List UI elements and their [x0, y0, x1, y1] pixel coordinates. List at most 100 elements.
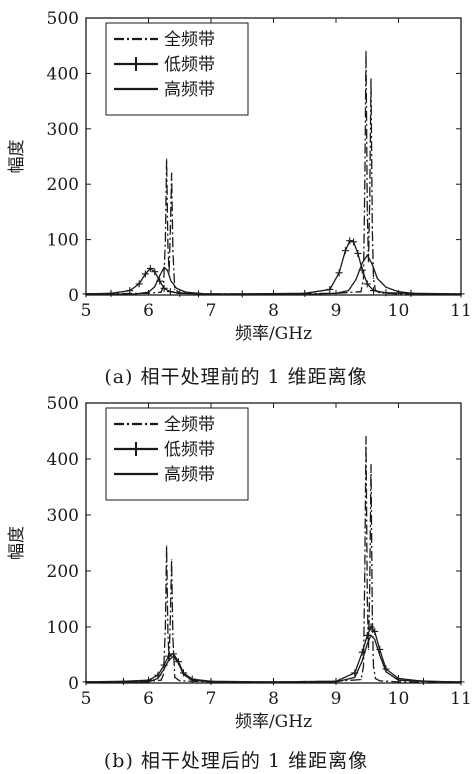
series-point [367, 261, 370, 263]
series-point [372, 665, 375, 667]
series-point [326, 285, 334, 293]
series-point [364, 570, 366, 572]
legend-box [105, 407, 249, 501]
y-tick-label: 0 [68, 286, 79, 306]
series-point [379, 654, 381, 656]
series-point [385, 286, 387, 288]
series-point [210, 681, 212, 683]
y-tick-label: 300 [47, 506, 79, 526]
series-point [165, 652, 172, 660]
series-point [370, 78, 372, 80]
series-point [172, 637, 174, 639]
series-point [370, 634, 372, 637]
series-point [85, 293, 87, 296]
series-point [166, 545, 168, 547]
series-point [166, 288, 174, 296]
series-point [157, 677, 159, 680]
series-point [179, 680, 181, 682]
y-tick-label: 100 [47, 231, 79, 251]
y-tick-label: 500 [47, 394, 79, 414]
x-tick-label: 6 [143, 301, 154, 321]
series-point [350, 238, 357, 246]
caption-a: (a) 相干处理前的 1 维距离像 [104, 366, 368, 388]
series-point [379, 680, 381, 682]
series-point [182, 674, 185, 676]
series-point [354, 676, 356, 679]
x-tick-label: 8 [268, 689, 279, 709]
series-point [379, 292, 381, 294]
series-point [172, 655, 175, 657]
series-point [370, 464, 372, 466]
series-point [364, 183, 366, 185]
series-point [366, 643, 368, 645]
x-tick-label: 11 [450, 689, 472, 709]
series-point [460, 293, 462, 296]
series-point [135, 280, 143, 288]
y-tick-label: 200 [47, 562, 79, 582]
series-point [362, 277, 365, 279]
series-point [204, 293, 206, 295]
series-point [160, 679, 162, 681]
series-point [397, 679, 400, 681]
caption-b: (b) 相干处理后的 1 维距离像 [103, 750, 369, 772]
series-point [416, 293, 418, 295]
series-point [371, 227, 373, 230]
chart-panel-a: 5 6 7 8 9 10 11 0 100 200 300 400 500 频率/GHz 幅度 全频带低频带高… [7, 9, 472, 344]
y-tick-label: 0 [68, 674, 79, 694]
series-point [177, 662, 180, 665]
series-point [374, 638, 376, 640]
series-point [366, 254, 368, 256]
series-point [371, 263, 373, 266]
series-point [159, 275, 161, 277]
series-point [366, 598, 368, 600]
y-tick-label: 200 [47, 175, 79, 195]
series-point [167, 244, 169, 246]
x-tick-label: 5 [81, 301, 92, 321]
legend-label: 低频带 [164, 440, 215, 460]
series-point [147, 291, 150, 293]
series-point [365, 436, 367, 438]
series-point [163, 668, 165, 670]
series-point [167, 632, 169, 634]
series-point [160, 284, 168, 292]
series-point [185, 291, 187, 293]
x-tick-label: 6 [143, 689, 154, 709]
series-point [191, 679, 193, 681]
y-tick-label: 300 [47, 120, 79, 140]
legend-box [105, 22, 249, 116]
series-line [85, 239, 462, 295]
series-point [126, 287, 134, 295]
y-tick-label: 400 [47, 64, 79, 84]
series-point [335, 681, 337, 683]
series-point [360, 679, 362, 681]
series-point [172, 250, 174, 252]
series-point [167, 660, 170, 662]
series-point [146, 264, 154, 272]
x-tick-label: 9 [331, 301, 342, 321]
series-point [363, 631, 371, 639]
chart-panel-b: 5 6 7 8 9 10 11 0 100 200 300 400 500 频率/GHz 幅度 全频带低频带高… [7, 394, 472, 732]
series-point [170, 280, 172, 282]
series-line [85, 625, 462, 683]
series-point [372, 277, 375, 279]
series-point [335, 269, 343, 277]
series-point [354, 249, 362, 257]
series-point [385, 671, 387, 673]
series-point [135, 293, 137, 295]
series-point [362, 665, 365, 667]
x-axis-label: 频率/GHz [235, 712, 312, 732]
series-point [241, 293, 243, 296]
series-point [176, 289, 184, 297]
series-point [164, 239, 166, 241]
series-point [335, 292, 337, 294]
series-point [361, 660, 363, 662]
series-point [371, 615, 373, 617]
series-point [160, 291, 162, 293]
x-tick-label: 11 [450, 301, 472, 321]
series-point [369, 587, 371, 589]
x-tick-label: 7 [206, 689, 217, 709]
series-point [371, 627, 379, 635]
series-point [367, 623, 375, 631]
